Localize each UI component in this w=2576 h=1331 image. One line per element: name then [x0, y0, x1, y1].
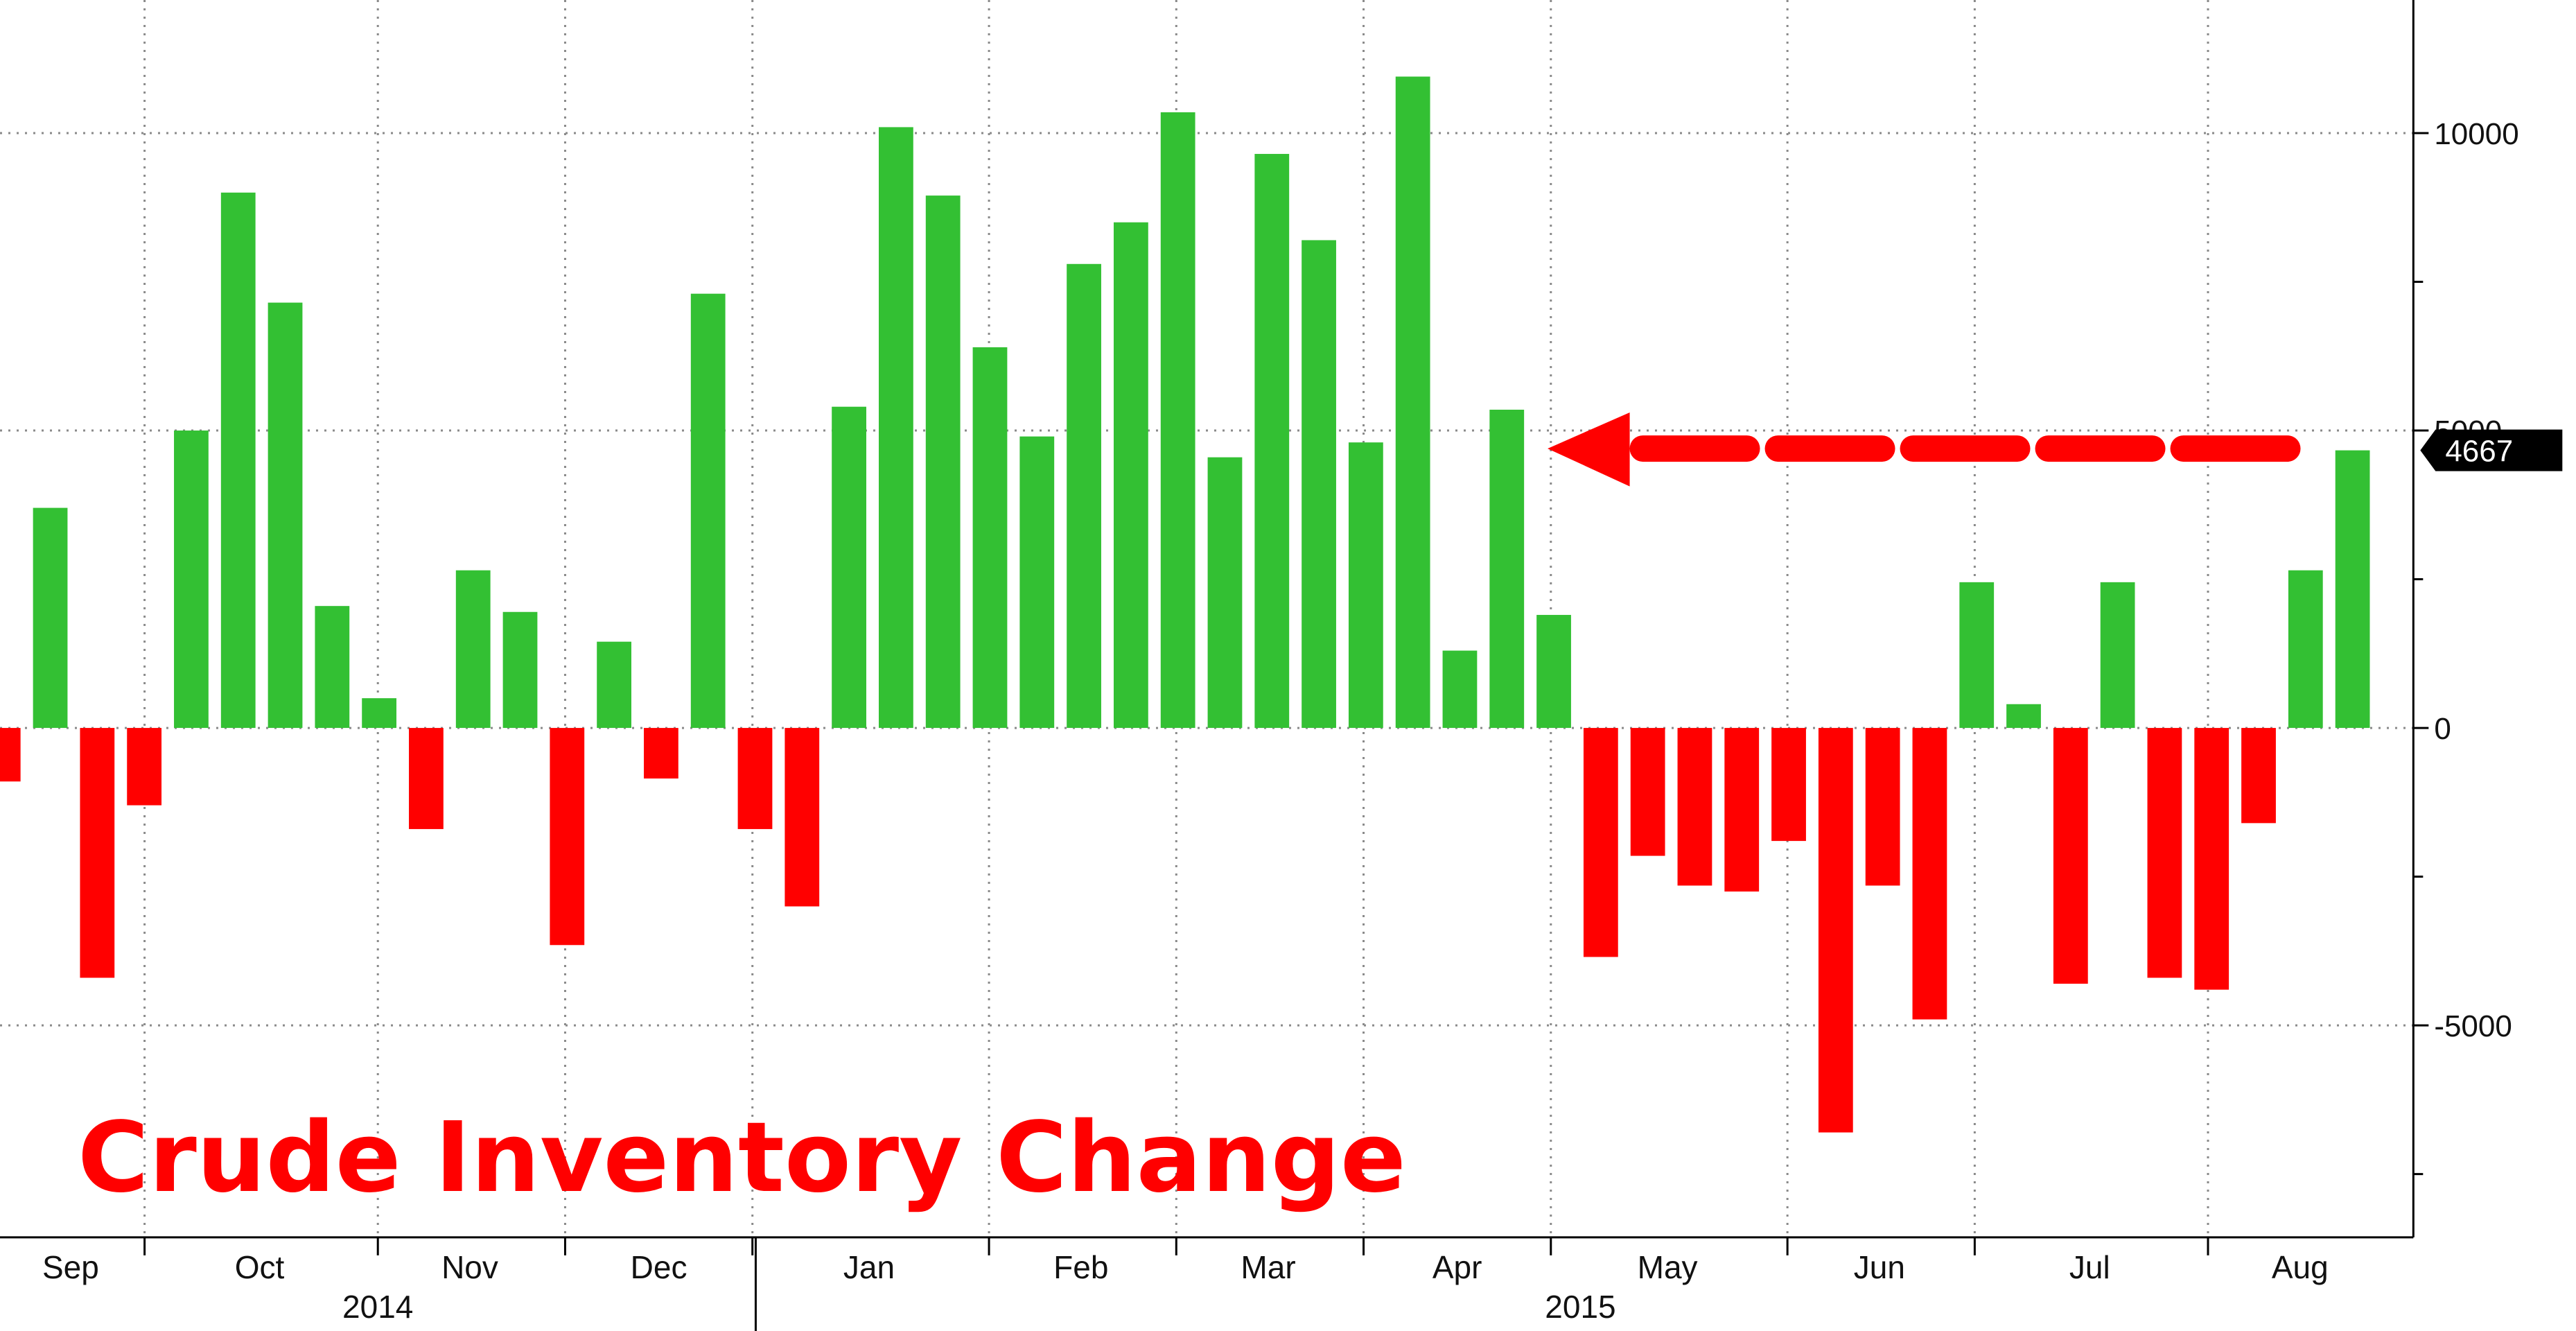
- bar: [878, 127, 913, 729]
- x-tick-label: Oct: [235, 1249, 285, 1285]
- bar: [0, 728, 21, 782]
- bar: [1442, 650, 1478, 729]
- bar: [1724, 728, 1760, 892]
- bar: [690, 293, 726, 729]
- bar: [1348, 442, 1383, 729]
- last-value-label: 4667: [2445, 435, 2513, 469]
- annotation-arrow: [1548, 412, 2313, 487]
- bar: [127, 728, 162, 806]
- bar: [550, 728, 585, 946]
- bar: [2288, 570, 2323, 729]
- y-tick-label: 0: [2434, 712, 2451, 746]
- bar: [2241, 728, 2276, 824]
- bar: [268, 302, 303, 729]
- bar: [1771, 728, 1806, 842]
- bar: [80, 728, 115, 978]
- bar: [2053, 728, 2088, 984]
- bar: [2194, 728, 2229, 990]
- year-label: 2014: [342, 1289, 413, 1325]
- bar: [1489, 410, 1525, 729]
- bar: [1254, 154, 1290, 729]
- y-tick-label: -5000: [2434, 1009, 2512, 1043]
- arrow-head: [1548, 412, 1630, 487]
- bar: [1583, 728, 1618, 957]
- x-tick-label: Jun: [1854, 1249, 1905, 1285]
- bar: [174, 430, 209, 729]
- bar: [455, 570, 491, 729]
- x-tick-label: Feb: [1053, 1249, 1108, 1285]
- gridlines: [0, 0, 2414, 1237]
- bar: [1818, 728, 1853, 1133]
- bar: [409, 728, 444, 829]
- x-tick-label: Sep: [42, 1249, 99, 1285]
- bar: [1207, 457, 1243, 729]
- last-value-label-box: [2420, 429, 2563, 471]
- bar: [737, 728, 773, 829]
- bar: [2100, 582, 2135, 729]
- x-tick-label: Jan: [843, 1249, 895, 1285]
- x-tick-label: May: [1638, 1249, 1698, 1285]
- x-tick-label: Apr: [1432, 1249, 1482, 1285]
- x-tick-label: Jul: [2069, 1249, 2110, 1285]
- bar: [1160, 112, 1195, 729]
- bars: [0, 76, 2370, 1133]
- bar: [1677, 728, 1712, 886]
- bar: [315, 606, 350, 729]
- bar: [1395, 76, 1430, 729]
- bar: [925, 195, 961, 729]
- bar: [2006, 704, 2041, 729]
- x-tick-label: Dec: [631, 1249, 687, 1285]
- bar: [220, 192, 256, 729]
- bar: [2147, 728, 2182, 978]
- year-label: 2015: [1545, 1289, 1615, 1325]
- bar: [832, 406, 866, 729]
- y-tick-label: 10000: [2434, 117, 2518, 151]
- x-tick-label: Aug: [2272, 1249, 2329, 1285]
- bar: [1865, 728, 1900, 886]
- bar: [362, 698, 397, 729]
- bar: [785, 728, 820, 907]
- chart-title: Crude Inventory Change: [78, 1102, 1406, 1215]
- x-tick-label: Mar: [1241, 1249, 1295, 1285]
- bar: [1113, 222, 1148, 729]
- bar: [972, 347, 1008, 729]
- bar: [597, 641, 631, 729]
- bar: [1912, 728, 1947, 1020]
- bar: [1302, 240, 1336, 729]
- bar: [1019, 436, 1055, 729]
- bar: [502, 611, 538, 729]
- bar: [2335, 450, 2370, 729]
- bar: [1630, 728, 1665, 856]
- bar: [1536, 615, 1571, 729]
- x-tick-label: Nov: [441, 1249, 498, 1285]
- bar: [1959, 582, 1995, 729]
- bar: [1067, 263, 1101, 729]
- bar: [33, 507, 68, 729]
- bar: [644, 728, 678, 779]
